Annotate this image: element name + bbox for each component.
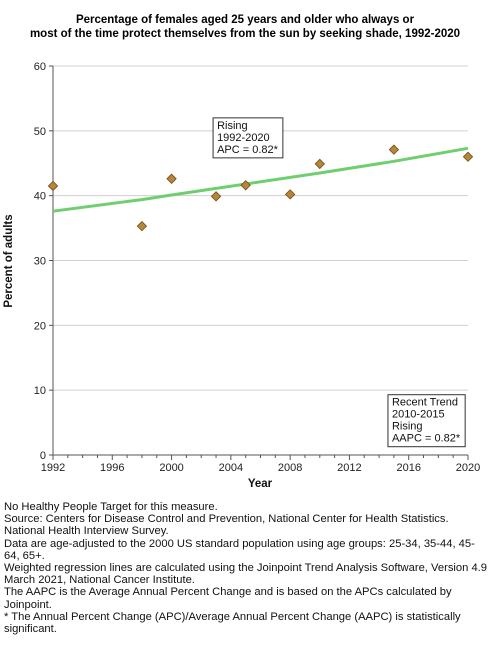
y-tick-label-60: 60 xyxy=(34,61,46,73)
note-regression: Weighted regression lines are calculated… xyxy=(4,562,487,587)
y-tick-label-30: 30 xyxy=(34,256,46,268)
x-tick-label-2004: 2004 xyxy=(219,462,243,474)
note-source: Source: Centers for Disease Control and … xyxy=(4,513,449,538)
y-tick-labels: 0 10 20 30 40 50 60 xyxy=(34,61,46,462)
grid-lines xyxy=(53,65,468,391)
x-tick-label-1996: 1996 xyxy=(100,462,124,474)
x-tick-label-2016: 2016 xyxy=(396,462,420,474)
data-point-2015 xyxy=(388,144,400,155)
x-tick-label-2020: 2020 xyxy=(456,462,480,474)
chart-notes: No Healthy People Target for this measur… xyxy=(4,501,490,635)
data-point-2020 xyxy=(462,151,474,162)
x-tick-labels: 1992 1996 2000 2004 2008 2012 2016 2020 xyxy=(41,462,480,474)
annotation-1-line-3: APC = 0.82* xyxy=(217,144,279,156)
axes xyxy=(49,65,469,460)
annotation-1-line-2: 1992-2020 xyxy=(217,132,270,144)
x-tick-label-2000: 2000 xyxy=(159,462,183,474)
chart: Percentage of females aged 25 years and … xyxy=(3,14,480,490)
annotation-1-line-1: Rising xyxy=(217,120,248,132)
data-point-2005 xyxy=(240,180,251,191)
x-axis-label: Year xyxy=(248,478,273,490)
x-tick-label-2008: 2008 xyxy=(278,462,302,474)
data-point-1992 xyxy=(47,180,59,192)
note-aapc: The AAPC is the Average Annual Percent C… xyxy=(4,586,452,611)
data-point-1998 xyxy=(136,220,148,232)
note-target: No Healthy People Target for this measur… xyxy=(4,501,218,513)
data-point-2008 xyxy=(284,189,296,200)
data-point-2010 xyxy=(314,158,325,170)
data-point-2003 xyxy=(210,191,222,202)
data-points xyxy=(47,144,474,232)
x-tick-label-2012: 2012 xyxy=(337,462,361,474)
annotation-frame-1 xyxy=(212,117,284,159)
note-age-adjustment: Data are age-adjusted to the 2000 US sta… xyxy=(4,537,475,562)
y-tick-label-40: 40 xyxy=(34,191,46,203)
annotation-2-line-2: 2010-2015 xyxy=(392,409,445,421)
y-tick-label-0: 0 xyxy=(40,450,46,462)
x-tick-label-1992: 1992 xyxy=(41,462,65,474)
data-point-2000 xyxy=(166,173,177,184)
annotation-2-line-4: AAPC = 0.82* xyxy=(392,433,461,445)
y-tick-label-50: 50 xyxy=(34,126,46,138)
chart-title-line-1: Percentage of females aged 25 years and … xyxy=(76,14,415,26)
y-tick-label-20: 20 xyxy=(34,320,46,332)
annotation-frame-2 xyxy=(387,394,466,448)
chart-title-line-2: most of the time protect themselves from… xyxy=(30,28,460,40)
y-tick-label-10: 10 xyxy=(34,385,46,397)
annotation-2-line-1: Recent Trend xyxy=(392,397,458,409)
y-axis-label: Percent of adults xyxy=(3,214,15,307)
annotation-2-line-3: Rising xyxy=(392,421,423,433)
note-significance: * The Annual Percent Change (APC)/Averag… xyxy=(4,610,461,636)
